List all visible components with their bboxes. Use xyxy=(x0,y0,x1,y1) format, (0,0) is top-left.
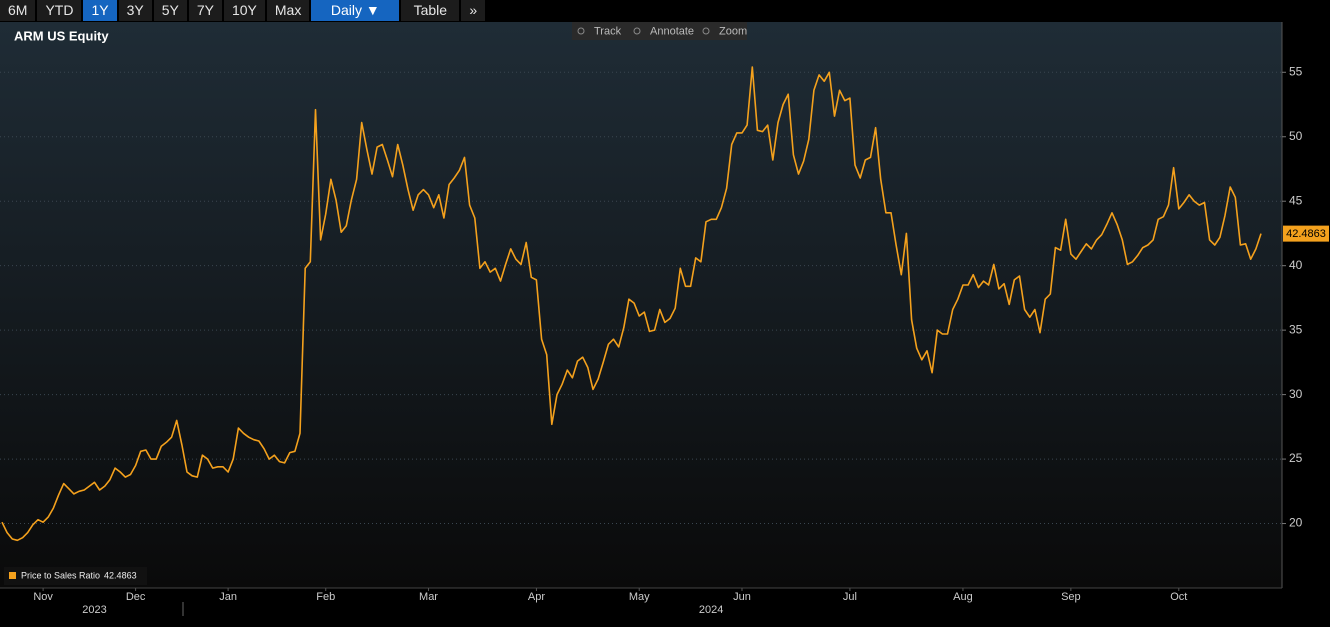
x-tick-label: Aug xyxy=(953,591,973,603)
x-tick-label: Apr xyxy=(528,591,545,603)
x-tick-label: Mar xyxy=(419,591,438,603)
range-button[interactable]: 6M xyxy=(0,0,36,21)
chart-tools xyxy=(572,22,747,40)
x-year-label: 2024 xyxy=(699,604,723,616)
legend-box xyxy=(4,567,147,585)
tool-button[interactable]: Annotate xyxy=(650,25,694,37)
x-tick-label: May xyxy=(629,591,650,603)
y-tick-label: 30 xyxy=(1289,387,1303,401)
legend-entry: Price to Sales Ratio 42.4863 xyxy=(21,571,137,581)
x-tick-label: Jul xyxy=(843,591,857,603)
x-tick-label: Sep xyxy=(1061,591,1081,603)
frequency-dropdown[interactable]: Daily ▼ xyxy=(311,0,400,21)
range-button[interactable]: 10Y xyxy=(223,0,265,21)
chart-title: ARM US Equity xyxy=(14,28,109,43)
legend-value: 42.4863 xyxy=(104,571,137,581)
toolbar: 6M YTD 1Y 3Y 5Y 7Y 10Y Max Daily ▼ Table» xyxy=(0,0,1330,22)
last-value-label: 42.4863 xyxy=(1286,228,1326,240)
range-button[interactable]: 1Y xyxy=(83,0,117,21)
x-tick-label: Oct xyxy=(1170,591,1187,603)
tool-button[interactable]: Zoom xyxy=(719,25,747,37)
more-button[interactable]: » xyxy=(461,0,486,21)
x-year-label: 2023 xyxy=(82,604,106,616)
y-tick-label: 40 xyxy=(1289,258,1303,272)
tool-button[interactable]: Track xyxy=(594,25,622,37)
x-tick-label: Feb xyxy=(316,591,335,603)
price-line xyxy=(1,66,1262,542)
x-tick-label: Jan xyxy=(219,591,237,603)
last-value-tag xyxy=(1283,225,1329,242)
legend-name: Price to Sales Ratio xyxy=(21,571,100,581)
y-tick-label: 45 xyxy=(1289,193,1303,207)
range-button[interactable]: 7Y xyxy=(188,0,222,21)
tool-icon xyxy=(702,27,710,35)
plot-background xyxy=(0,22,1282,588)
y-tick-label: 20 xyxy=(1289,516,1303,530)
table-button[interactable]: Table xyxy=(401,0,460,21)
y-tick-label: 35 xyxy=(1289,322,1303,336)
range-button[interactable]: YTD xyxy=(37,0,82,21)
x-tick-label: Jun xyxy=(733,591,751,603)
y-tick-label: 55 xyxy=(1289,64,1303,78)
x-tick-label: Nov xyxy=(33,591,53,603)
range-button[interactable]: Max xyxy=(266,0,310,21)
tool-icon xyxy=(633,27,641,35)
range-button[interactable]: 3Y xyxy=(118,0,152,21)
x-tick-label: Dec xyxy=(126,591,146,603)
x-axis-background xyxy=(0,588,1330,627)
y-tick-label: 50 xyxy=(1289,129,1303,143)
range-button[interactable]: 5Y xyxy=(153,0,187,21)
legend-swatch xyxy=(9,572,16,579)
y-tick-label: 25 xyxy=(1289,451,1303,465)
tool-icon xyxy=(577,27,585,35)
